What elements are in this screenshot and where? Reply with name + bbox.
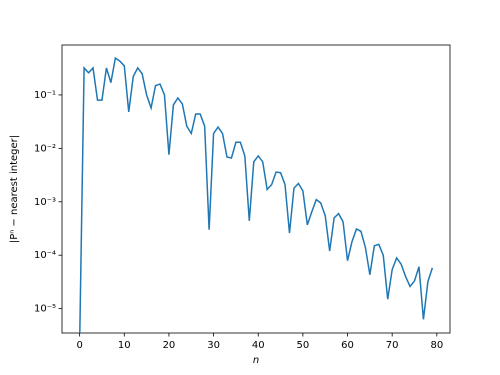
x-tick-label: 80 <box>430 340 443 351</box>
y-tick-label: 10⁻⁵ <box>34 304 56 315</box>
y-tick-label: 10⁻³ <box>34 197 56 208</box>
x-tick-label: 70 <box>386 340 399 351</box>
x-tick-label: 20 <box>163 340 176 351</box>
x-tick-label: 30 <box>207 340 220 351</box>
x-tick-label: 10 <box>118 340 131 351</box>
y-tick-label: 10⁻² <box>34 143 56 154</box>
x-tick-label: 40 <box>252 340 265 351</box>
x-tick-label: 60 <box>341 340 354 351</box>
y-tick-label: 10⁻⁴ <box>34 250 56 261</box>
y-tick-label: 10⁻¹ <box>34 90 56 101</box>
y-axis-label: |Pⁿ − nearest integer| <box>9 135 20 243</box>
x-tick-label: 50 <box>297 340 310 351</box>
data-line <box>79 56 434 333</box>
x-tick-label: 0 <box>76 340 82 351</box>
plot-frame <box>61 44 451 334</box>
x-axis-label: n <box>253 355 259 366</box>
